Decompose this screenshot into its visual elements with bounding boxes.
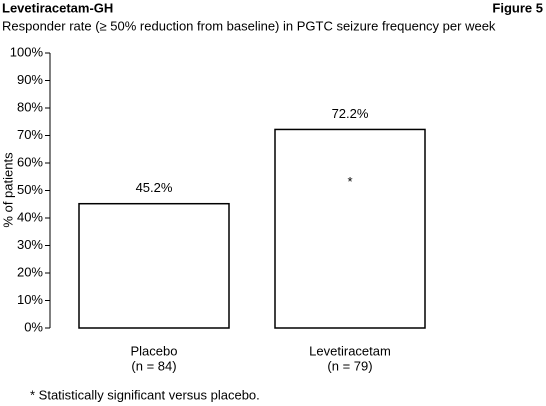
bar [78, 202, 230, 329]
value-label: 72.2% [332, 106, 369, 121]
chart-subtitle: Responder rate (≥ 50% reduction from bas… [2, 18, 496, 33]
y-tick-label: 60% [17, 154, 43, 169]
y-tick-label: 40% [17, 209, 43, 224]
bar-note: * [347, 174, 352, 189]
value-label: 45.2% [136, 180, 173, 195]
figure-label: Figure 5 [492, 0, 543, 15]
footnote: * Statistically significant versus place… [30, 387, 260, 402]
y-tick-label: 30% [17, 237, 43, 252]
y-tick-label: 90% [17, 72, 43, 87]
x-tick-note: (n = 84) [131, 358, 176, 373]
y-tick-label: 0% [24, 319, 43, 334]
chart-title: Levetiracetam-GH [2, 0, 113, 15]
y-tick-label: 50% [17, 182, 43, 197]
x-tick-label: Levetiracetam [309, 343, 391, 358]
y-tick-label: 70% [17, 127, 43, 142]
y-tick-label: 100% [10, 44, 44, 59]
bar [274, 128, 426, 329]
y-tick-label: 20% [17, 264, 43, 279]
y-tick-label: 80% [17, 99, 43, 114]
x-tick-label: Placebo [131, 343, 178, 358]
x-tick-note: (n = 79) [327, 358, 372, 373]
y-axis-label: % of patients [0, 152, 15, 228]
y-tick-label: 10% [17, 292, 43, 307]
